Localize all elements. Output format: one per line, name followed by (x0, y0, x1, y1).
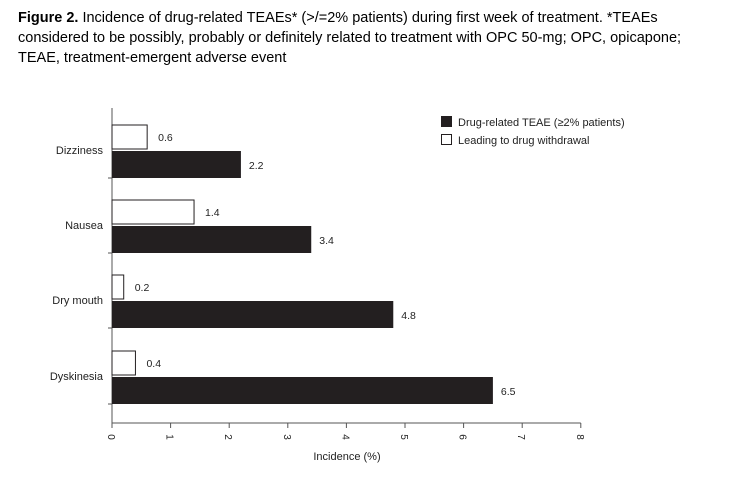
x-tick-label: 0 (105, 434, 116, 440)
x-tick-label: 3 (281, 434, 292, 440)
category-label: Dizziness (56, 145, 104, 157)
data-label-drug-related: 3.4 (319, 235, 334, 247)
x-tick-label: 7 (515, 434, 526, 440)
chart-labels: Dizziness 0.6 2.2 Nausea 1.4 3.4 Dry mouth 0.2 4… (50, 132, 516, 398)
bar-withdrawal (111, 124, 148, 150)
figure-label: Figure 2. (18, 10, 79, 26)
data-label-drug-related: 2.2 (249, 160, 264, 172)
data-label-withdrawal: 1.4 (205, 207, 220, 219)
x-axis-title: Incidence (%) (313, 451, 380, 463)
x-tick-label: 4 (339, 434, 350, 440)
data-label-withdrawal: 0.6 (158, 132, 173, 144)
x-tick-label: 2 (222, 434, 233, 440)
bar-withdrawal (111, 274, 125, 300)
x-tick-label: 8 (574, 434, 585, 440)
x-tick-label: 5 (398, 434, 409, 440)
bar-withdrawal (111, 199, 195, 225)
category-label: Dyskinesia (50, 371, 104, 383)
legend-swatch-drug-related (441, 116, 452, 127)
data-label-withdrawal: 0.2 (135, 282, 150, 294)
x-tick-label: 1 (164, 434, 175, 440)
data-label-withdrawal: 0.4 (146, 358, 161, 370)
category-label: Dry mouth (52, 295, 103, 307)
legend-swatch-withdrawal (441, 134, 452, 145)
figure-caption: Figure 2. Incidence of drug-related TEAE… (18, 8, 723, 68)
data-label-drug-related: 4.8 (401, 310, 416, 322)
category-label: Nausea (65, 220, 104, 232)
bar-withdrawal (111, 350, 136, 376)
caption-text: Incidence of drug-related TEAEs* (>/=2% … (18, 10, 682, 66)
data-label-drug-related: 6.5 (501, 386, 516, 398)
bar-drug-related (112, 301, 394, 328)
chart-bars (111, 124, 493, 404)
chart-axes: 0 1 2 3 4 5 6 7 8 Incidence (%) (105, 108, 585, 463)
x-tick-label: 6 (457, 434, 468, 440)
chart-legend: Drug-related TEAE (≥2% patients) Leading … (441, 116, 625, 147)
bar-drug-related (112, 377, 493, 404)
legend-label-drug-related: Drug-related TEAE (≥2% patients) (458, 117, 625, 129)
bar-drug-related (112, 151, 241, 178)
bar-drug-related (112, 226, 312, 253)
legend-label-withdrawal: Leading to drug withdrawal (458, 135, 589, 147)
